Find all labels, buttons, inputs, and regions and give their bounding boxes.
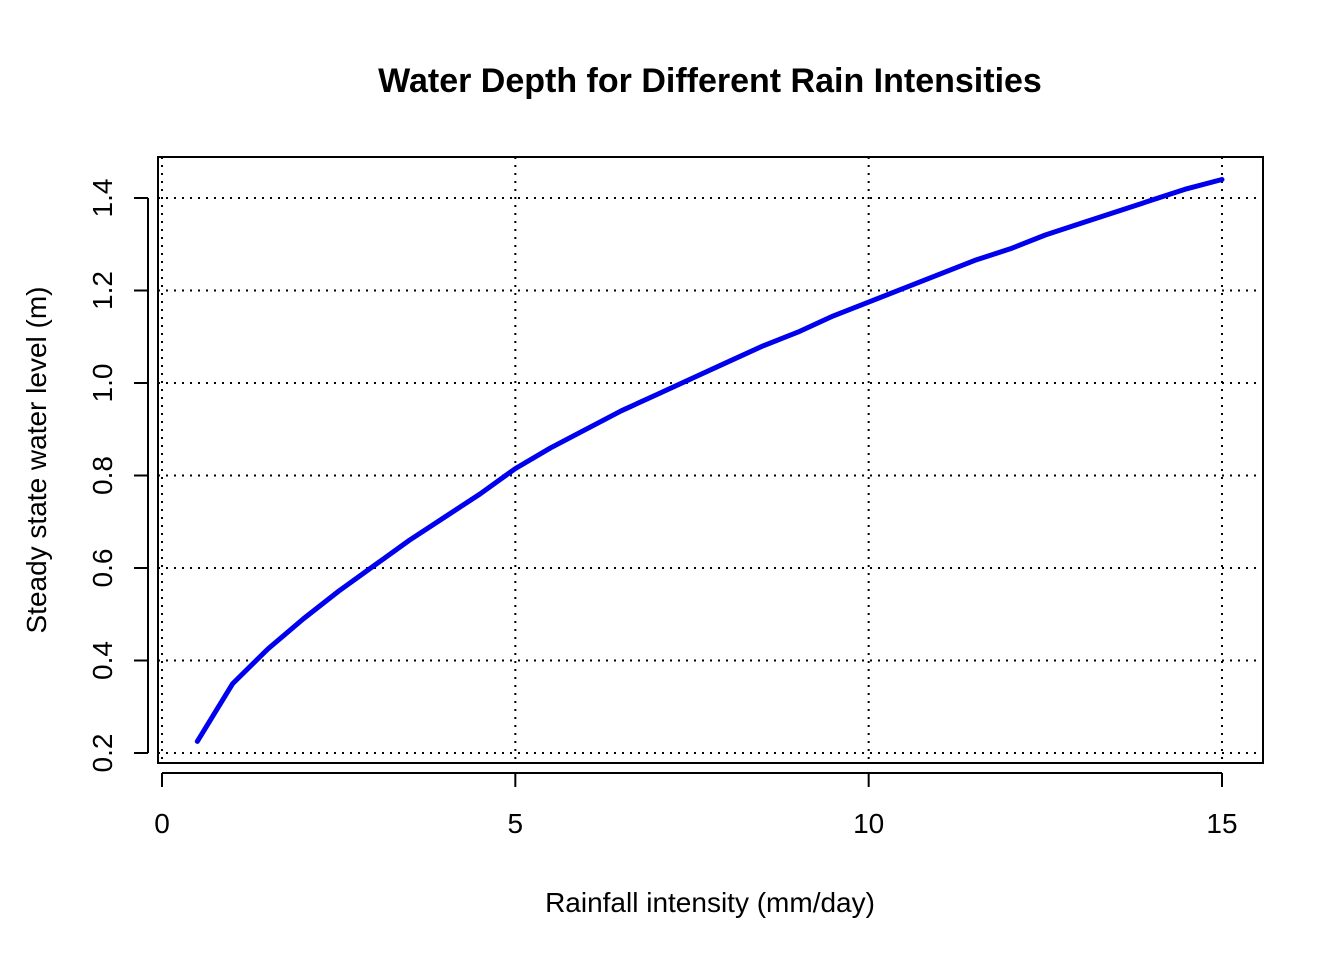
series-layer [194,177,1225,744]
y-tick-label: 0.8 [87,456,118,495]
x-tick-label: 10 [853,808,884,839]
chart-title: Water Depth for Different Rain Intensiti… [378,62,1042,100]
grid-lines [158,157,1263,763]
series-line [194,177,1225,744]
x-tick-label: 5 [508,808,524,839]
y-tick-label: 1.0 [87,364,118,403]
y-tick-label: 1.2 [87,271,118,310]
x-axis: 0 5 10 15 [154,772,1238,839]
x-tick-label: 0 [154,808,170,839]
y-axis-label: Steady state water level (m) [21,286,52,633]
plot-frame [157,156,1264,764]
y-tick-label: 0.4 [87,641,118,680]
y-axis: 0.2 0.4 0.6 0.8 1.0 1.2 1.4 [87,179,149,773]
x-axis-label: Rainfall intensity (mm/day) [545,887,875,918]
y-tick-label: 0.2 [87,734,118,773]
y-tick-label: 1.4 [87,179,118,218]
y-tick-label: 0.6 [87,549,118,588]
x-tick-label: 15 [1206,808,1237,839]
